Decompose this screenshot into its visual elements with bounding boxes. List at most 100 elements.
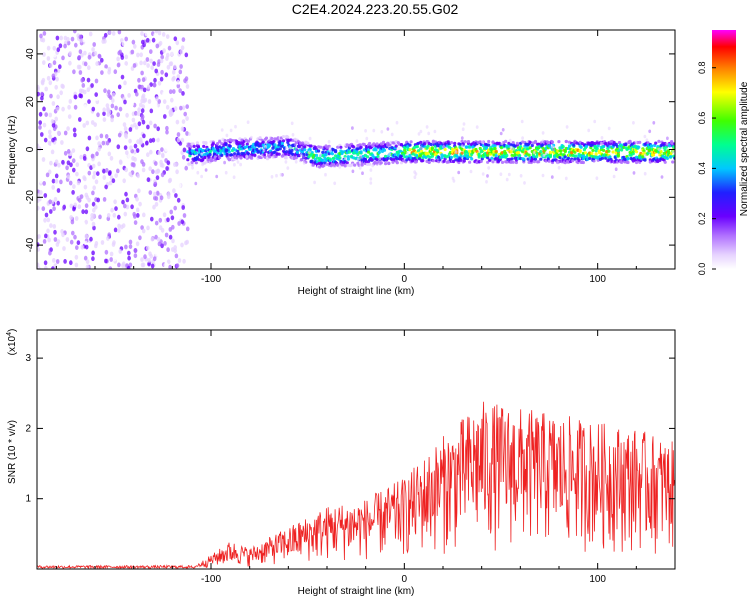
spectrogram-cell — [94, 179, 99, 185]
spectrogram-cell — [477, 152, 481, 156]
spectrogram-cell — [160, 172, 165, 178]
spectrogram-cell — [528, 140, 532, 144]
spectrogram-cell — [264, 145, 268, 149]
spectrogram-cell — [325, 145, 329, 150]
snr-xlabel: Height of straight line (km) — [298, 586, 415, 597]
spectrogram-cell — [124, 36, 128, 42]
spectrogram-cell — [44, 212, 49, 218]
spectrogram-cell — [437, 155, 441, 159]
spectrogram-cell — [78, 49, 83, 54]
spectrogram-cell — [595, 147, 599, 151]
spectrogram-cell — [73, 132, 77, 138]
spectrogram-cell — [57, 162, 61, 168]
spectrogram-cell — [141, 262, 146, 268]
spectrogram-cell — [46, 217, 51, 223]
spectrogram-cell — [457, 170, 461, 175]
spectrogram-cell — [166, 40, 171, 46]
spectrogram-cell — [155, 175, 160, 181]
spectrogram-cell — [364, 129, 367, 133]
spectrogram-cell — [478, 140, 482, 144]
spectrogram-cell — [419, 129, 423, 134]
spectrogram-cell — [466, 140, 471, 144]
spectrogram-cell — [40, 91, 44, 97]
spectrogram-cell — [351, 126, 354, 130]
snr-multiplier-exponent: 4 — [6, 332, 13, 336]
spectrogram-cell — [158, 40, 163, 46]
spectrogram-cell — [130, 49, 135, 55]
spectrogram-cell — [117, 84, 122, 90]
spectrogram-cell — [61, 106, 65, 112]
spectrogram-cell — [55, 76, 59, 82]
spectrogram-cell — [136, 111, 141, 117]
spectrogram-cell — [154, 234, 158, 240]
spectrogram-cell — [140, 70, 144, 76]
spectrogram-cell — [113, 199, 117, 205]
spectrogram-cell — [174, 162, 179, 167]
spectrogram-cell — [124, 244, 128, 250]
spectrogram-cell — [237, 152, 241, 156]
spectrogram-cell — [97, 141, 101, 147]
spectrogram-cell — [63, 35, 68, 41]
spectrogram-cell — [161, 32, 166, 37]
spectrogram-cell — [89, 165, 93, 171]
spectrogram-cell — [76, 180, 81, 186]
spectrogram-cell — [104, 134, 109, 139]
spectrogram-cell — [107, 151, 112, 157]
spectrogram-cell — [91, 47, 95, 52]
spectrogram-cell — [37, 262, 40, 268]
spectrogram-cell — [408, 153, 412, 157]
spectrogram-cell — [63, 259, 67, 264]
spectrogram-cell — [162, 200, 166, 206]
spectrogram-cell — [112, 212, 117, 218]
spectrogram-cell — [300, 146, 304, 151]
spectrogram-cell — [414, 172, 418, 176]
spectrogram-cell — [520, 119, 524, 124]
spectrogram-cell — [185, 226, 190, 232]
spectrogram-cell — [96, 197, 100, 203]
spectrogram-cell — [221, 137, 225, 142]
spectrogram-cell — [111, 98, 115, 103]
spectrogram-cell — [117, 30, 122, 35]
spectrogram-cell — [620, 148, 624, 152]
spectrogram-cell — [578, 149, 582, 153]
spectrogram-cell — [427, 158, 431, 162]
spectrogram-cell — [168, 202, 173, 207]
spectrogram-cell — [149, 49, 153, 54]
spectrogram-cell — [78, 34, 83, 40]
spectrogram-cell — [285, 155, 289, 160]
spectrogram-cell — [521, 136, 524, 140]
spectrogram-cell — [137, 84, 142, 90]
spectrogram-cell — [658, 147, 661, 152]
spectrogram-cell — [182, 258, 186, 264]
spectrogram-cell — [181, 119, 186, 124]
spectrogram-cell — [122, 178, 126, 184]
spectrogram-cell — [327, 139, 331, 144]
spectrogram-cell — [542, 153, 546, 158]
spectrogram-cell — [143, 254, 147, 260]
spectrogram-cell — [73, 104, 78, 110]
spectrogram-cell — [548, 150, 553, 154]
spectrogram-cell — [66, 160, 71, 166]
spectrogram-cell — [69, 215, 73, 220]
spectrogram-cell — [353, 163, 357, 167]
spectrogram-cell — [643, 171, 647, 176]
spectrogram-cell — [109, 251, 114, 257]
spectrogram-cell — [270, 136, 274, 141]
spectrogram-cell — [103, 32, 108, 38]
spectrogram-cell — [369, 181, 373, 185]
spectrogram-cell — [494, 149, 498, 153]
spectrogram-cell — [176, 137, 181, 143]
spectrogram-cell — [599, 141, 603, 145]
spectrogram-cell — [123, 80, 127, 86]
spectrogram-cell — [358, 143, 362, 147]
spectrogram-cell — [141, 228, 146, 234]
spectrogram-cell — [523, 181, 526, 185]
spectrogram-cell — [142, 87, 147, 93]
spectrogram-cell — [165, 104, 170, 110]
spectrogram-cell — [671, 160, 675, 164]
spectrogram-cell — [567, 144, 572, 148]
spectrogram-cell — [195, 155, 199, 159]
spectrogram-cell — [116, 168, 120, 174]
colorbar-axes: 0.0 0.2 0.4 0.6 0.8 — [697, 61, 716, 275]
spectrogram-cell — [42, 52, 46, 57]
